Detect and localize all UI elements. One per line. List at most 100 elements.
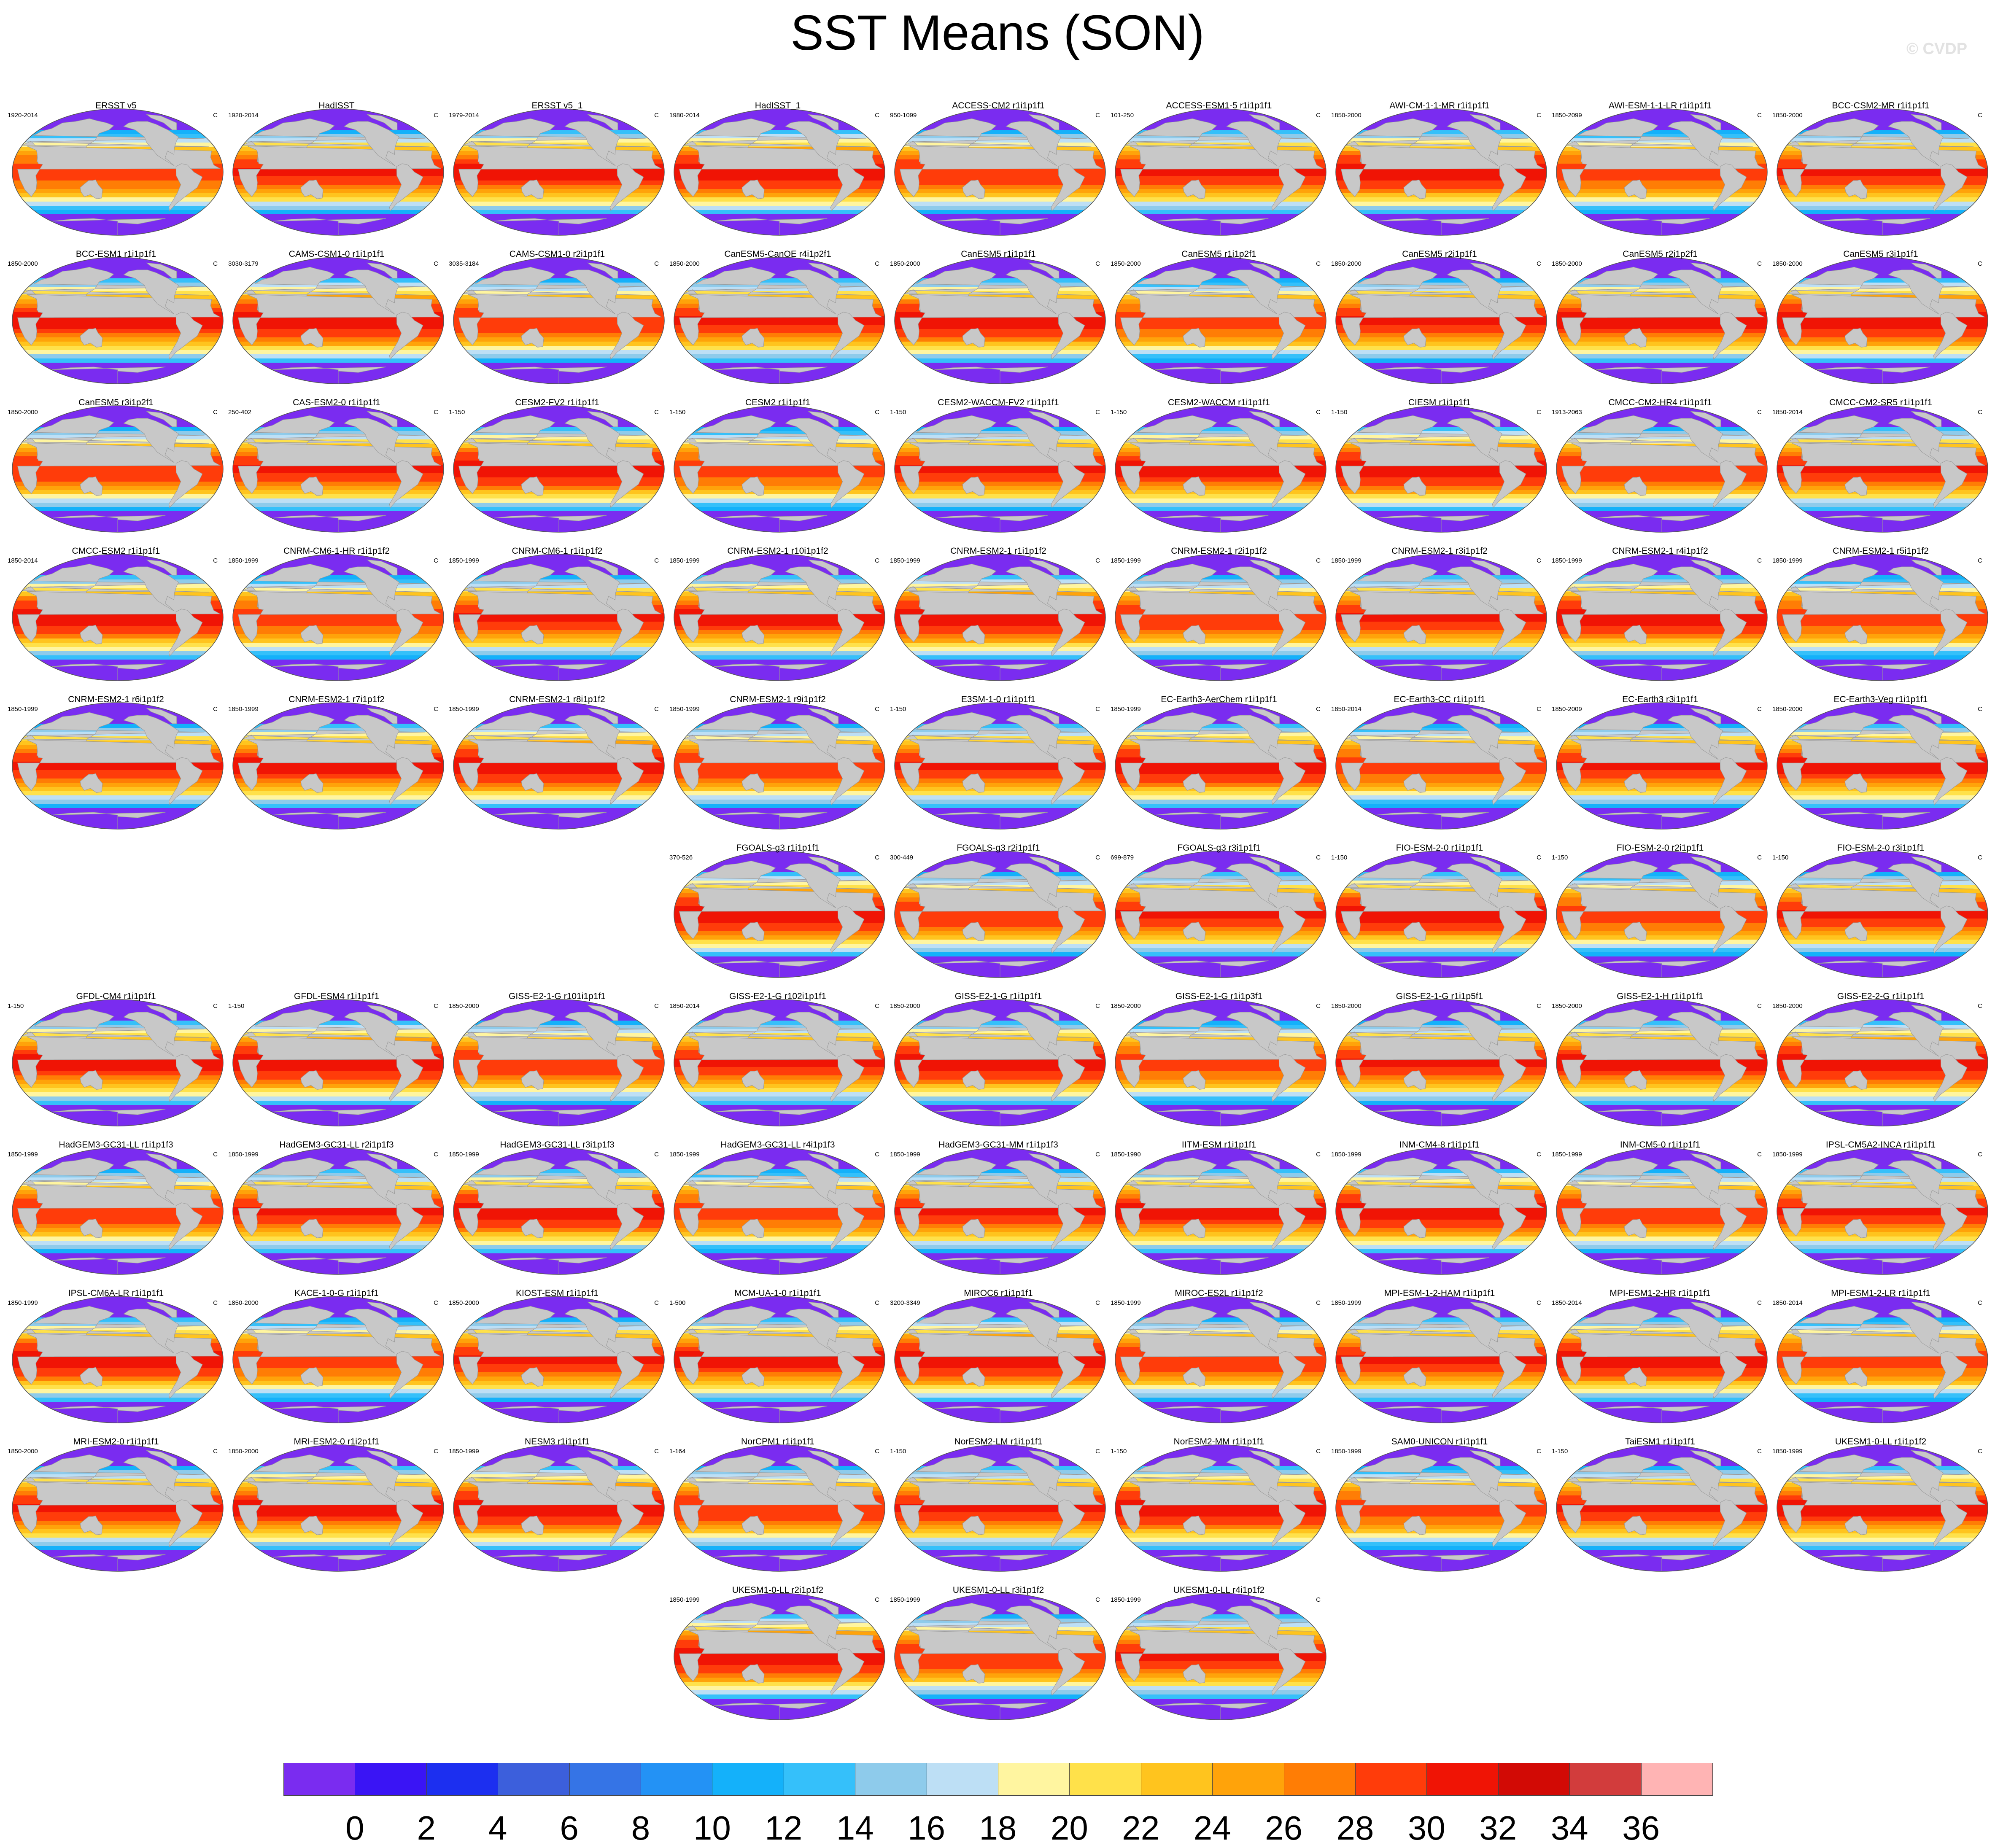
- sst-band: [1336, 350, 1547, 355]
- sst-band: [1556, 1466, 1767, 1471]
- sst-band: [12, 647, 223, 652]
- sst-band: [1556, 414, 1767, 419]
- sst-band: [12, 346, 223, 350]
- sst-band: [674, 1381, 885, 1385]
- sst-band: [1115, 321, 1326, 325]
- sst-band: [895, 1525, 1105, 1530]
- sst-band: [1777, 1245, 1988, 1250]
- panel-unit: C: [434, 260, 438, 267]
- sst-band: [674, 1470, 885, 1475]
- sst-band: [233, 406, 444, 410]
- sst-band: [233, 1177, 444, 1182]
- sst-band: [233, 202, 444, 206]
- sst-band: [1556, 494, 1767, 499]
- sst-band: [12, 1004, 223, 1008]
- sst-band: [12, 613, 223, 618]
- sst-band: [674, 851, 885, 856]
- panel-period: 1850-1999: [890, 1151, 920, 1158]
- sst-band: [233, 575, 444, 580]
- sst-band: [1115, 1220, 1326, 1224]
- sst-band: [674, 1602, 885, 1606]
- sst-band: [1556, 138, 1767, 143]
- land-mask: [458, 294, 662, 346]
- sst-band: [12, 1466, 223, 1471]
- sst-band: [1115, 1393, 1326, 1398]
- sst-map: [1777, 1296, 1988, 1423]
- sst-band: [895, 1453, 1105, 1458]
- sst-band: [674, 511, 885, 516]
- sst-band: [1336, 711, 1547, 716]
- sst-band: [674, 724, 885, 728]
- sst-band: [1556, 337, 1767, 342]
- sst-band: [895, 643, 1105, 647]
- sst-band: [895, 1398, 1105, 1402]
- sst-band: [1556, 498, 1767, 503]
- panel-title: MIROC-ES2L r1i1p1f2: [1175, 1288, 1263, 1298]
- sst-band: [895, 638, 1105, 643]
- panel-period: 1850-1999: [8, 706, 38, 713]
- map-panel: HadGEM3-GC31-LL r1i1p1f3 1850-1999 C: [6, 1140, 226, 1280]
- panel-title: CNRM-ESM2-1 r5i1p1f2: [1833, 546, 1929, 556]
- sst-band: [1336, 503, 1547, 507]
- sst-band: [233, 563, 444, 567]
- land-mask: [1226, 566, 1282, 612]
- sst-band: [1336, 584, 1547, 588]
- land-mask: [741, 179, 765, 199]
- panel-title: HadGEM3-GC31-LL r4i1p1f3: [720, 1140, 835, 1150]
- sst-band: [1336, 563, 1547, 567]
- land-mask: [1816, 1109, 1930, 1126]
- sst-band: [674, 1652, 885, 1657]
- sst-band: [1556, 787, 1767, 792]
- sst-band: [1556, 638, 1767, 643]
- land-mask: [1469, 114, 1501, 130]
- panel-title: CNRM-ESM2-1 r10i1p1f2: [727, 546, 828, 556]
- colorbar-swatch: [1212, 1763, 1284, 1796]
- land-mask: [1403, 921, 1426, 941]
- panel-unit: C: [654, 557, 659, 564]
- sst-band: [1115, 1029, 1326, 1034]
- land-mask: [713, 366, 828, 384]
- sst-band: [453, 1075, 664, 1080]
- panel-title: E3SM-1-0 r1i1p1f1: [961, 695, 1036, 704]
- sst-band: [674, 1067, 885, 1072]
- sst-band: [1336, 1161, 1547, 1165]
- panel-period: 1850-2000: [890, 260, 920, 267]
- land-mask: [272, 366, 386, 384]
- sst-band: [1336, 1067, 1547, 1072]
- panel-period: 1-150: [1331, 854, 1348, 861]
- panel-period: 1850-1999: [449, 706, 479, 713]
- sst-band: [895, 1521, 1105, 1525]
- map-panel: CNRM-ESM2-1 r5i1p1f2 1850-1999 C: [1771, 547, 1991, 686]
- sst-map: [232, 1444, 444, 1572]
- sst-band: [1115, 651, 1326, 656]
- sst-band: [895, 1075, 1105, 1080]
- panel-period: 1850-1999: [449, 557, 479, 564]
- map-outline: [674, 1148, 885, 1275]
- sst-map: [894, 1593, 1106, 1720]
- sst-band: [1777, 1161, 1988, 1165]
- land-mask: [1911, 1153, 1942, 1169]
- sst-band: [453, 1059, 664, 1063]
- sst-map: [894, 108, 1106, 236]
- panel-unit: C: [1537, 1299, 1541, 1307]
- panel-title: CNRM-ESM2-1 r8i1p1f2: [509, 695, 605, 704]
- land-mask: [238, 739, 442, 791]
- panel-unit: C: [1316, 1002, 1321, 1010]
- sst-band: [12, 774, 223, 779]
- land-mask: [785, 1457, 841, 1502]
- map-outline: [1115, 1148, 1326, 1275]
- sst-band: [1556, 1245, 1767, 1250]
- sst-band: [895, 180, 1105, 185]
- sst-band: [233, 325, 444, 329]
- land-mask: [785, 1160, 841, 1205]
- sst-band: [1115, 210, 1326, 215]
- sst-band: [1115, 643, 1326, 647]
- land-mask: [609, 312, 644, 360]
- map-outline: [1335, 1444, 1547, 1572]
- sst-map: [12, 405, 224, 533]
- sst-band: [895, 1008, 1105, 1013]
- sst-band: [1115, 354, 1326, 359]
- sst-band: [895, 117, 1105, 122]
- land-mask: [785, 566, 841, 612]
- panel-unit: C: [1095, 557, 1100, 564]
